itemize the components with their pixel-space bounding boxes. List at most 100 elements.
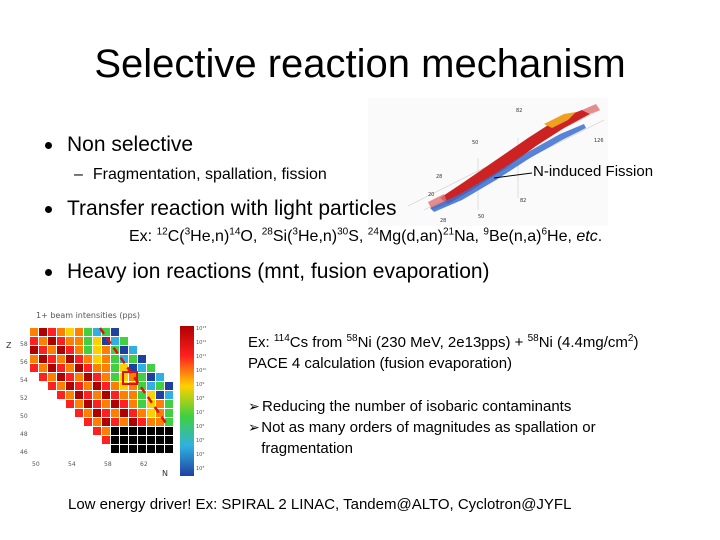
y-tick: 48 xyxy=(20,431,28,438)
nuclide-cell xyxy=(111,436,119,444)
nuclide-cell xyxy=(48,373,56,381)
colorbar-tick: 10⁹ xyxy=(196,382,204,388)
nuclide-cell xyxy=(138,409,146,417)
nuclide-cell xyxy=(165,400,173,408)
nuclide-cell xyxy=(111,355,119,363)
nuclide-cell xyxy=(165,445,173,453)
red-dashed-line xyxy=(98,327,170,427)
nuclide-cell xyxy=(66,355,74,363)
nuclide-cell xyxy=(93,409,101,417)
footer-text: Low energy driver! Ex: SPIRAL 2 LINAC, T… xyxy=(68,496,572,513)
highlight-box xyxy=(122,371,138,385)
nuclide-cell xyxy=(156,391,164,399)
nuclide-cell xyxy=(93,400,101,408)
colorbar-tick: 10³ xyxy=(196,466,204,472)
nuclide-cell xyxy=(57,355,65,363)
magic-number-label: 82 xyxy=(520,198,526,204)
nuclide-cell xyxy=(66,382,74,390)
nuclide-cell xyxy=(120,355,128,363)
magic-number-label: 28 xyxy=(436,174,442,180)
y-tick: 58 xyxy=(20,341,28,348)
fission-label-connector xyxy=(494,172,533,179)
nuclide-cell xyxy=(93,355,101,363)
nuclide-cell xyxy=(111,400,119,408)
nuclide-cell xyxy=(30,328,38,336)
nuclide-cell xyxy=(30,364,38,372)
nuclide-cell xyxy=(93,328,101,336)
nuclide-cell xyxy=(102,328,110,336)
nuclide-cell xyxy=(84,328,92,336)
colorbar-tick: 10⁷ xyxy=(196,410,204,416)
nuclide-cell xyxy=(75,373,83,381)
nuclide-cell xyxy=(138,418,146,426)
nuclide-cell xyxy=(120,337,128,345)
bullet-non-selective-text: Non selective xyxy=(67,133,194,156)
transfer-examples: Ex: 12C(3He,n)14O, 28Si(3He,n)30S, 24Mg(… xyxy=(129,226,603,245)
nuclide-cell xyxy=(138,391,146,399)
sub-bullet-fragmentation-text: Fragmentation, spallation, fission xyxy=(92,166,327,183)
nuclide-cell xyxy=(102,346,110,354)
nuclide-cell xyxy=(138,355,146,363)
x-tick: 50 xyxy=(32,461,40,468)
nuclide-cell xyxy=(165,409,173,417)
nuclide-cell xyxy=(147,418,155,426)
nuclide-cell xyxy=(147,409,155,417)
colorbar-tick: 10⁸ xyxy=(196,396,204,402)
nuclide-cell xyxy=(138,382,146,390)
nuclide-cell xyxy=(111,382,119,390)
nuclide-cell xyxy=(156,436,164,444)
nuclide-cell xyxy=(138,445,146,453)
bullet-dot xyxy=(45,141,52,149)
nuclide-cell xyxy=(48,382,56,390)
nuclide-cell xyxy=(156,409,164,417)
nuclide-cell xyxy=(102,364,110,372)
beam-chart-yaxis: Z xyxy=(6,341,12,350)
nuclide-cell xyxy=(129,409,137,417)
nuclide-cell xyxy=(120,436,128,444)
bullet-dot xyxy=(45,268,52,276)
nuclide-cell xyxy=(129,427,137,435)
nuclide-cell xyxy=(48,346,56,354)
magic-number-label: 126 xyxy=(594,138,604,144)
colorbar-tick: 10⁶ xyxy=(196,424,204,430)
nuclide-cell xyxy=(138,436,146,444)
nuclide-cell xyxy=(165,418,173,426)
nuclide-cell xyxy=(84,337,92,345)
nuclide-cell xyxy=(93,382,101,390)
nuclide-cell xyxy=(120,409,128,417)
nuclide-cell xyxy=(84,346,92,354)
nuclide-cell xyxy=(138,364,146,372)
nuclide-cell xyxy=(111,409,119,417)
nuclide-cell xyxy=(84,409,92,417)
colorbar-tick: 10⁵ xyxy=(196,438,204,444)
nuclide-cell xyxy=(129,445,137,453)
nuclide-cell xyxy=(156,445,164,453)
bullet-non-selective: Non selective xyxy=(45,133,193,157)
nuclide-cell xyxy=(75,364,83,372)
nuclide-cell xyxy=(66,328,74,336)
nuclide-cell xyxy=(75,346,83,354)
nuclide-cell xyxy=(75,337,83,345)
nuclide-cell xyxy=(156,382,164,390)
heavy-ion-example-line1: Ex: 114Cs from 58Ni (230 MeV, 2e13pps) +… xyxy=(248,333,639,352)
nuclide-cell xyxy=(84,364,92,372)
bullet-transfer-reaction-text: Transfer reaction with light particles xyxy=(67,197,397,220)
nuclide-cell xyxy=(39,373,47,381)
nuclide-cell xyxy=(165,436,173,444)
nuclide-cell xyxy=(57,382,65,390)
nuclide-cell xyxy=(165,382,173,390)
nuclide-cell xyxy=(102,355,110,363)
nuclide-cell xyxy=(93,364,101,372)
nuclide-cell xyxy=(111,364,119,372)
nuclide-cell xyxy=(66,391,74,399)
nuclide-cell xyxy=(75,400,83,408)
colorbar-tick: 10¹⁰ xyxy=(196,368,206,374)
nuclide-cell xyxy=(120,445,128,453)
nuclide-cell xyxy=(30,337,38,345)
magic-number-label: 50 xyxy=(472,140,478,146)
nuclide-cell xyxy=(39,355,47,363)
nuclide-cell xyxy=(48,337,56,345)
beam-chart-xaxis: N xyxy=(162,469,168,478)
nuclide-cell xyxy=(129,373,137,381)
nuclide-cell xyxy=(93,418,101,426)
